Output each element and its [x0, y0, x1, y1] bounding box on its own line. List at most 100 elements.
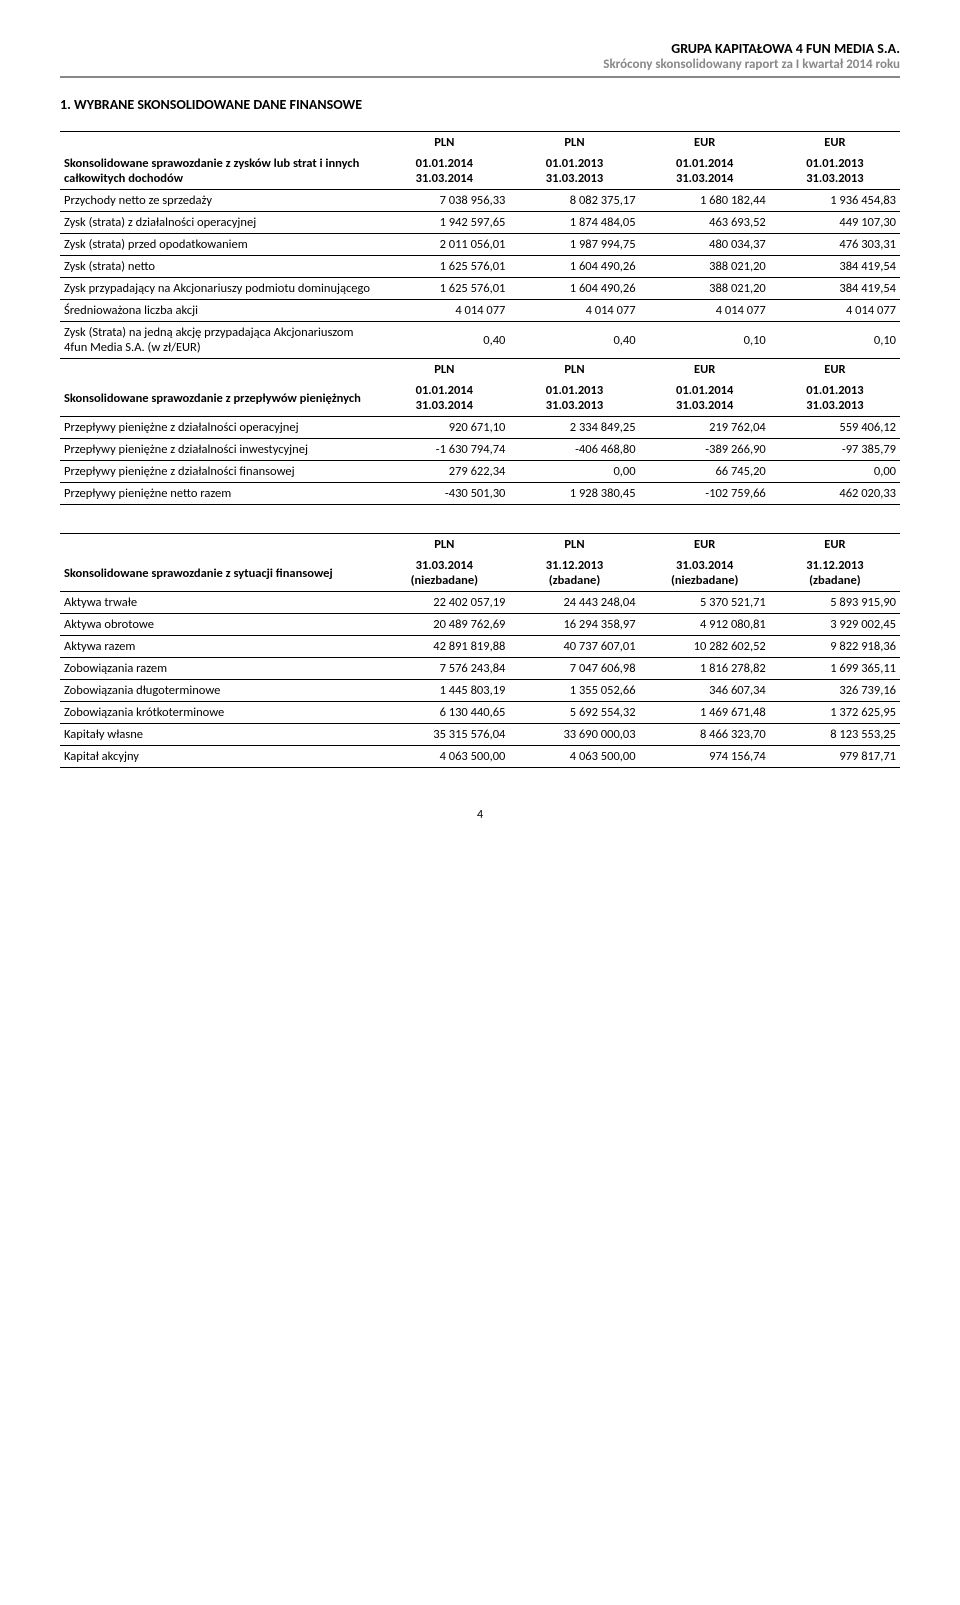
period-col: 01.01.201431.03.2014 [640, 153, 770, 190]
row-value: 16 294 358,97 [509, 614, 639, 636]
row-value: 40 737 607,01 [509, 636, 639, 658]
table-row: Aktywa trwałe22 402 057,1924 443 248,045… [60, 592, 900, 614]
row-value: -1 630 794,74 [379, 439, 509, 461]
period-col: 31.12.2013(zbadane) [509, 555, 639, 592]
company-name: GRUPA KAPITAŁOWA 4 FUN MEDIA S.A. [60, 40, 900, 57]
row-value: 463 693,52 [640, 212, 770, 234]
row-value: 476 303,31 [770, 234, 900, 256]
row-value: 1 928 380,45 [509, 483, 639, 505]
row-value: 920 671,10 [379, 417, 509, 439]
period-col: 01.01.201431.03.2014 [640, 380, 770, 417]
period-col: 31.03.2014(niezbadane) [640, 555, 770, 592]
period-col: 01.01.201431.03.2014 [379, 380, 509, 417]
row-value: 1 604 490,26 [509, 278, 639, 300]
row-label: Zysk przypadający na Akcjonariuszy podmi… [60, 278, 379, 300]
row-label: Zobowiązania długoterminowe [60, 680, 379, 702]
table-row: Zysk przypadający na Akcjonariuszy podmi… [60, 278, 900, 300]
row-value: 66 745,20 [640, 461, 770, 483]
row-value: 1 625 576,01 [379, 256, 509, 278]
row-value: 1 625 576,01 [379, 278, 509, 300]
row-value: 1 987 994,75 [509, 234, 639, 256]
row-value: 480 034,37 [640, 234, 770, 256]
table-row: Przychody netto ze sprzedaży7 038 956,33… [60, 190, 900, 212]
document-header: GRUPA KAPITAŁOWA 4 FUN MEDIA S.A. Skróco… [60, 40, 900, 72]
row-value: -430 501,30 [379, 483, 509, 505]
table-row: Zysk (strata) netto1 625 576,011 604 490… [60, 256, 900, 278]
row-value: 7 038 956,33 [379, 190, 509, 212]
group-label: Skonsolidowane sprawozdanie z przepływów… [60, 380, 379, 417]
currency-col: PLN [509, 132, 639, 154]
period-col: 31.03.2014(niezbadane) [379, 555, 509, 592]
group-label: Skonsolidowane sprawozdanie z sytuacji f… [60, 555, 379, 592]
row-value: 0,40 [379, 322, 509, 359]
table-row: Aktywa obrotowe20 489 762,6916 294 358,9… [60, 614, 900, 636]
row-value: 7 047 606,98 [509, 658, 639, 680]
currency-col: PLN [509, 534, 639, 556]
group-label: Skonsolidowane sprawozdanie z zysków lub… [60, 153, 379, 190]
row-value: 42 891 819,88 [379, 636, 509, 658]
table-row: Kapitały własne35 315 576,0433 690 000,0… [60, 724, 900, 746]
row-value: 24 443 248,04 [509, 592, 639, 614]
currency-col: EUR [770, 132, 900, 154]
table-row: Średnioważona liczba akcji4 014 0774 014… [60, 300, 900, 322]
row-value: 388 021,20 [640, 256, 770, 278]
row-value: 4 014 077 [770, 300, 900, 322]
currency-row: PLN PLN EUR EUR [60, 132, 900, 154]
period-col: 01.01.201331.03.2013 [509, 153, 639, 190]
currency-col: PLN [509, 359, 639, 381]
financial-table-position: PLN PLN EUR EUR Skonsolidowane sprawozda… [60, 533, 900, 768]
row-label: Średnioważona liczba akcji [60, 300, 379, 322]
row-value: 384 419,54 [770, 256, 900, 278]
row-value: 4 014 077 [509, 300, 639, 322]
row-value: 979 817,71 [770, 746, 900, 768]
table-row: Zysk (strata) z działalności operacyjnej… [60, 212, 900, 234]
row-value: 4 063 500,00 [379, 746, 509, 768]
currency-col: PLN [379, 359, 509, 381]
row-value: 449 107,30 [770, 212, 900, 234]
currency-row: PLN PLN EUR EUR [60, 534, 900, 556]
row-label: Zobowiązania razem [60, 658, 379, 680]
row-label: Kapitał akcyjny [60, 746, 379, 768]
currency-col: PLN [379, 132, 509, 154]
period-col: 01.01.201431.03.2014 [379, 153, 509, 190]
period-row: Skonsolidowane sprawozdanie z zysków lub… [60, 153, 900, 190]
row-label: Zysk (strata) z działalności operacyjnej [60, 212, 379, 234]
row-value: 0,10 [640, 322, 770, 359]
row-value: 1 874 484,05 [509, 212, 639, 234]
row-value: 0,00 [770, 461, 900, 483]
row-label: Przepływy pieniężne z działalności opera… [60, 417, 379, 439]
row-value: 1 816 278,82 [640, 658, 770, 680]
row-value: 5 692 554,32 [509, 702, 639, 724]
currency-col: PLN [379, 534, 509, 556]
period-col: 01.01.201331.03.2013 [770, 380, 900, 417]
row-value: 7 576 243,84 [379, 658, 509, 680]
row-value: 2 011 056,01 [379, 234, 509, 256]
row-value: 6 130 440,65 [379, 702, 509, 724]
table-row: Przepływy pieniężne z działalności inwes… [60, 439, 900, 461]
header-divider [60, 76, 900, 78]
row-value: 1 372 625,95 [770, 702, 900, 724]
row-label: Przychody netto ze sprzedaży [60, 190, 379, 212]
row-label: Aktywa obrotowe [60, 614, 379, 636]
report-subtitle: Skrócony skonsolidowany raport za I kwar… [60, 57, 900, 72]
row-value: -389 266,90 [640, 439, 770, 461]
row-label: Zysk (strata) przed opodatkowaniem [60, 234, 379, 256]
table-row: Zobowiązania długoterminowe1 445 803,191… [60, 680, 900, 702]
row-value: 4 912 080,81 [640, 614, 770, 636]
row-value: 2 334 849,25 [509, 417, 639, 439]
row-value: 384 419,54 [770, 278, 900, 300]
currency-col: EUR [640, 534, 770, 556]
row-label: Zysk (Strata) na jedną akcję przypadając… [60, 322, 379, 359]
row-label: Kapitały własne [60, 724, 379, 746]
row-value: 8 082 375,17 [509, 190, 639, 212]
table-row: Przepływy pieniężne z działalności opera… [60, 417, 900, 439]
row-value: 4 063 500,00 [509, 746, 639, 768]
financial-table-income-cashflow: PLN PLN EUR EUR Skonsolidowane sprawozda… [60, 131, 900, 505]
row-value: 5 893 915,90 [770, 592, 900, 614]
row-label: Aktywa razem [60, 636, 379, 658]
row-label: Przepływy pieniężne z działalności finan… [60, 461, 379, 483]
row-value: 4 014 077 [640, 300, 770, 322]
table-row: Przepływy pieniężne z działalności finan… [60, 461, 900, 483]
period-row: Skonsolidowane sprawozdanie z sytuacji f… [60, 555, 900, 592]
row-value: 1 445 803,19 [379, 680, 509, 702]
